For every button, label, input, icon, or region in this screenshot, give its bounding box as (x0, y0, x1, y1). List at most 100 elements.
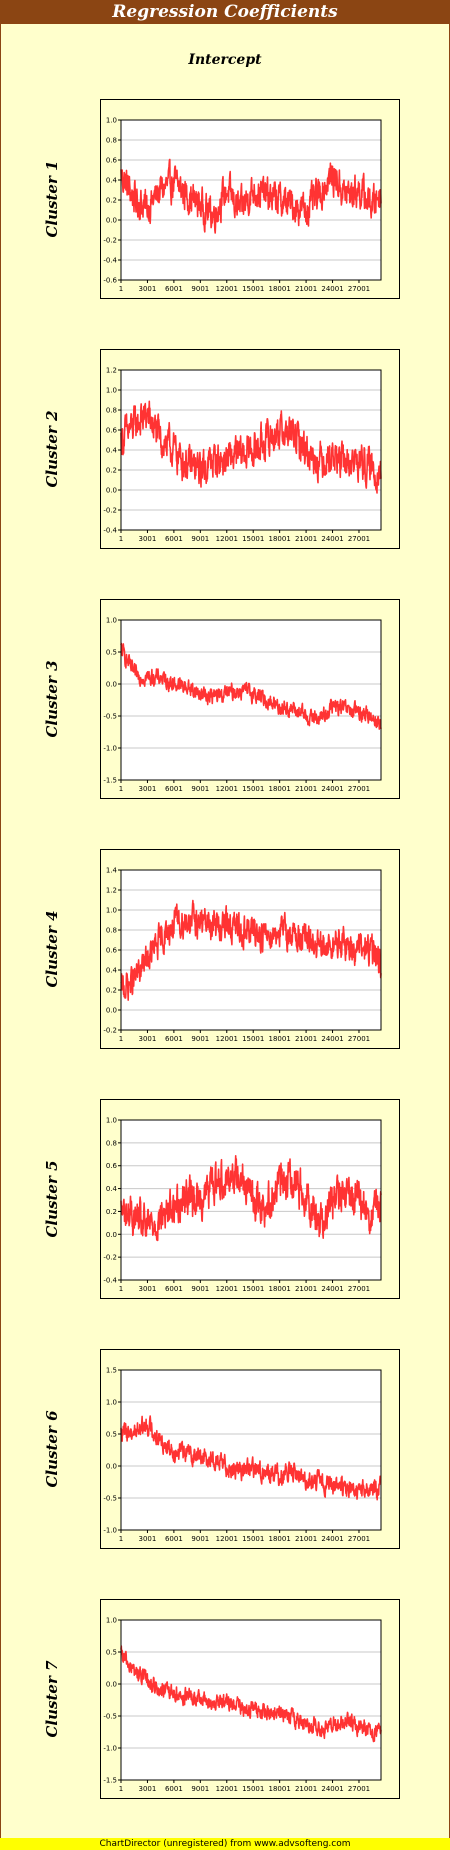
y-tick-label: -1.0 (103, 1527, 117, 1535)
x-tick-label: 18001 (269, 1285, 291, 1293)
y-tick-label: -0.5 (103, 1713, 117, 1721)
x-tick-label: 27001 (348, 535, 370, 543)
cluster-3-label-text: Cluster 3 (43, 660, 61, 738)
y-tick-label: 0.8 (106, 927, 117, 935)
cluster-4-label-text: Cluster 4 (43, 910, 61, 988)
x-tick-label: 27001 (348, 1285, 370, 1293)
x-tick-label: 3001 (139, 785, 157, 793)
x-tick-label: 18001 (269, 1035, 291, 1043)
x-tick-label: 27001 (348, 1785, 370, 1793)
page-title: Regression Coefficients (0, 0, 450, 24)
x-tick-label: 15001 (242, 1285, 264, 1293)
x-tick-label: 24001 (321, 1035, 343, 1043)
cluster-2-label-text: Cluster 2 (43, 410, 61, 488)
y-tick-label: 0.6 (106, 157, 118, 165)
x-tick-label: 12001 (216, 1785, 238, 1793)
cluster-1-chart: 1.0 0.8 0.6 0.4 0.2 0.0 -0.2 -0.4 -0.6 1 3001 6001 9… (100, 99, 400, 299)
x-tick-label: 18001 (269, 285, 291, 293)
cluster-2-plot: 1.2 1.0 0.8 0.6 0.4 0.2 0.0 -0.2 -0.41 3001 6001 90… (103, 367, 382, 543)
y-tick-label: -0.2 (103, 1254, 117, 1262)
plot-border (120, 1369, 382, 1531)
cluster-5-label-text: Cluster 5 (43, 1160, 61, 1238)
x-tick-label: 1 (119, 285, 123, 293)
cluster-7-plot: 1.0 0.5 0.0 -0.5 -1.0 -1.51 3001 6001 9001 12001 1… (103, 1617, 382, 1793)
x-tick-label: 9001 (191, 1035, 209, 1043)
x-tick-label: 9001 (191, 1285, 209, 1293)
x-tick-label: 9001 (191, 785, 209, 793)
cluster-6-plot: 1.5 1.0 0.5 0.0 -0.5 -1.01 3001 6001 9001 12001 15… (103, 1367, 382, 1543)
cluster-5-plot: 1.0 0.8 0.6 0.4 0.2 0.0 -0.2 -0.41 3001 6001 9001 1… (103, 1117, 382, 1293)
y-tick-label: 0.8 (106, 1139, 117, 1147)
x-tick-label: 3001 (139, 1285, 157, 1293)
x-tick-label: 6001 (165, 1285, 183, 1293)
x-tick-label: 21001 (295, 1035, 317, 1043)
plot-border (120, 869, 382, 1031)
x-tick-label: 6001 (165, 1535, 183, 1543)
cluster-6-chart: 1.5 1.0 0.5 0.0 -0.5 -1.0 1 3001 6001 9001 12001 15… (100, 1349, 400, 1549)
x-tick-label: 24001 (321, 785, 343, 793)
cluster-4-plot: 1.4 1.2 1.0 0.8 0.6 0.4 0.2 0.0 -0.21 3001 6001 900… (103, 867, 382, 1043)
cluster-1-label-text: Cluster 1 (43, 160, 61, 238)
x-tick-label: 1 (119, 1285, 123, 1293)
y-tick-label: 0.5 (106, 649, 117, 657)
y-tick-label: -0.2 (103, 237, 117, 245)
plot-border (120, 1119, 382, 1281)
y-tick-label: 0.4 (106, 177, 118, 185)
x-tick-label: 12001 (216, 535, 238, 543)
cluster-7-chart: 1.0 0.5 0.0 -0.5 -1.0 -1.5 1 3001 6001 9001 12001 1… (100, 1599, 400, 1799)
x-tick-label: 24001 (321, 535, 343, 543)
x-tick-label: 21001 (295, 535, 317, 543)
y-tick-label: 1.0 (106, 907, 117, 915)
x-tick-label: 18001 (269, 785, 291, 793)
x-tick-label: 24001 (321, 1785, 343, 1793)
cluster-6-label-text: Cluster 6 (43, 1410, 61, 1488)
x-tick-label: 3001 (139, 285, 157, 293)
x-tick-label: 27001 (348, 785, 370, 793)
x-tick-label: 9001 (191, 535, 209, 543)
y-tick-label: 1.5 (106, 1367, 117, 1375)
y-tick-label: 1.0 (106, 1617, 117, 1625)
y-tick-label: -1.5 (103, 1777, 117, 1785)
y-tick-label: 1.0 (106, 1117, 117, 1125)
y-tick-label: -0.4 (103, 1277, 117, 1285)
y-tick-label: 1.0 (106, 1399, 117, 1407)
y-tick-label: 0.0 (106, 681, 117, 689)
y-tick-label: 0.4 (106, 447, 118, 455)
x-tick-label: 18001 (269, 535, 291, 543)
y-tick-label: 1.4 (106, 867, 118, 875)
y-tick-label: 0.8 (106, 137, 117, 145)
x-tick-label: 21001 (295, 785, 317, 793)
x-tick-label: 1 (119, 1785, 123, 1793)
x-tick-label: 12001 (216, 785, 238, 793)
y-tick-label: 0.0 (106, 1231, 117, 1239)
x-tick-label: 9001 (191, 1535, 209, 1543)
cluster-5-chart: 1.0 0.8 0.6 0.4 0.2 0.0 -0.2 -0.4 1 3001 6001 9001 1… (100, 1099, 400, 1299)
y-tick-label: -0.4 (103, 257, 117, 265)
y-tick-label: 1.0 (106, 617, 117, 625)
y-tick-label: -0.6 (103, 277, 117, 285)
y-tick-label: 0.2 (106, 987, 117, 995)
y-tick-label: 1.2 (106, 887, 117, 895)
y-tick-label: 1.2 (106, 367, 117, 375)
plot-background (121, 1620, 381, 1780)
x-tick-label: 24001 (321, 285, 343, 293)
x-tick-label: 21001 (295, 1535, 317, 1543)
cluster-3-plot: 1.0 0.5 0.0 -0.5 -1.0 -1.51 3001 6001 9001 12001 1… (103, 617, 382, 793)
y-tick-label: -0.5 (103, 713, 117, 721)
x-tick-label: 27001 (348, 1035, 370, 1043)
x-tick-label: 12001 (216, 1035, 238, 1043)
x-tick-label: 9001 (191, 285, 209, 293)
cluster-2-chart: 1.2 1.0 0.8 0.6 0.4 0.2 0.0 -0.2 -0.4 1 3001 6001 90… (100, 349, 400, 549)
x-tick-label: 15001 (242, 535, 264, 543)
x-tick-label: 12001 (216, 1535, 238, 1543)
series-line (120, 1645, 382, 1743)
x-tick-label: 6001 (165, 1035, 183, 1043)
y-tick-label: -0.5 (103, 1495, 117, 1503)
x-tick-label: 12001 (216, 1285, 238, 1293)
footer-credit: ChartDirector (unregistered) from www.ad… (0, 1838, 450, 1850)
plot-border (120, 1619, 382, 1781)
y-tick-label: 0.0 (106, 1007, 117, 1015)
series-line (120, 1154, 382, 1242)
y-tick-label: 0.4 (106, 1185, 118, 1193)
y-tick-label: 0.0 (106, 487, 117, 495)
